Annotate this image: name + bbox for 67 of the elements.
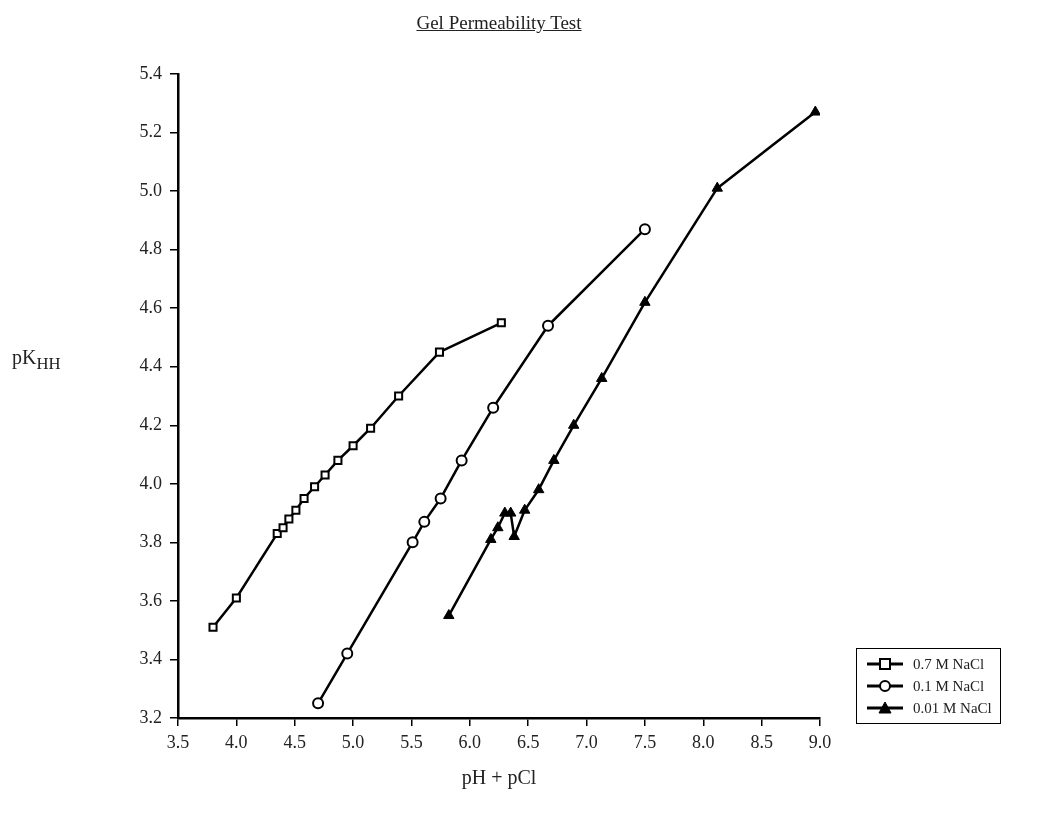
- y-tick-label: 4.2: [139, 414, 162, 435]
- point: [542, 319, 555, 332]
- y-tick-label: 5.0: [139, 179, 162, 200]
- point: [532, 483, 545, 494]
- y-tick-label: 5.4: [139, 62, 162, 83]
- x-axis-title: pH + pCl: [460, 766, 538, 789]
- x-tick-label: 5.0: [341, 731, 365, 752]
- y-tick-label: 3.6: [139, 589, 162, 610]
- chart-title: Gel Permeability Test: [415, 12, 583, 34]
- point: [291, 505, 301, 515]
- x-tick-label: 4.5: [283, 731, 306, 752]
- y-axis-title: pK$_{HH}$: [12, 346, 61, 374]
- y-tick-label: 5.2: [139, 121, 162, 142]
- point: [208, 622, 218, 632]
- point: [638, 223, 651, 236]
- point: [504, 506, 517, 517]
- y-tick-label: 3.4: [139, 648, 162, 669]
- point: [443, 609, 455, 620]
- y-tick-label: 4.4: [139, 355, 162, 376]
- point: [455, 454, 468, 467]
- x-tick-label: 6.5: [516, 731, 540, 752]
- x-tick-label: 3.5: [166, 731, 190, 752]
- point: [508, 530, 520, 541]
- point: [310, 482, 320, 492]
- point: [487, 401, 500, 414]
- point: [492, 521, 504, 532]
- point: [312, 697, 325, 710]
- point: [809, 105, 820, 116]
- point: [278, 523, 288, 533]
- point: [418, 515, 431, 528]
- point: [711, 181, 723, 192]
- point: [568, 418, 580, 429]
- x-tick-label: 6.0: [458, 731, 482, 752]
- point: [496, 318, 506, 328]
- point: [333, 455, 343, 465]
- point: [596, 371, 608, 382]
- point: [434, 347, 445, 357]
- point: [348, 441, 358, 451]
- point: [320, 470, 330, 480]
- point: [518, 503, 531, 514]
- x-tick-label: 7.5: [633, 731, 657, 752]
- x-tick-label: 4.0: [225, 731, 248, 752]
- y-tick-label: 3.8: [139, 531, 162, 552]
- x-tick-label: 5.5: [400, 731, 423, 752]
- point: [272, 529, 282, 539]
- point: [406, 536, 419, 549]
- legend-label: 0.01 M NaCl: [913, 699, 992, 717]
- y-tick-label: 4.6: [139, 296, 162, 317]
- y-tick-label: 4.8: [139, 238, 162, 259]
- x-tick-label: 7.0: [575, 731, 598, 752]
- legend-label: 0.1 M NaCl: [913, 677, 985, 695]
- point: [284, 514, 294, 524]
- legend-label: 0.7 M NaCl: [913, 655, 985, 673]
- point: [485, 532, 497, 543]
- point: [299, 493, 309, 503]
- point: [434, 492, 447, 505]
- x-tick-label: 9.0: [808, 731, 832, 752]
- point: [394, 391, 404, 401]
- x-tick-label: 8.5: [750, 731, 773, 752]
- y-tick-label: 4.0: [139, 472, 162, 493]
- x-tick-label: 8.0: [692, 731, 715, 752]
- y-tick-label: 3.2: [139, 706, 162, 727]
- point: [639, 295, 651, 306]
- point: [366, 423, 376, 433]
- point: [548, 453, 560, 464]
- point: [341, 647, 354, 660]
- point: [231, 593, 241, 603]
